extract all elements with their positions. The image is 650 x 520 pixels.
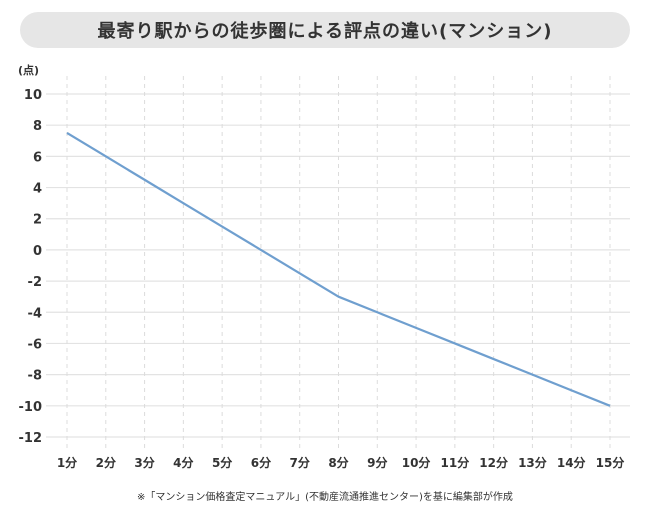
- x-tick-label: 7分: [290, 455, 310, 470]
- x-tick-label: 9分: [367, 455, 387, 470]
- x-tick-label: 3分: [134, 455, 154, 470]
- y-tick-label: -10: [19, 400, 43, 415]
- x-tick-label: 2分: [96, 455, 116, 470]
- y-tick-label: 4: [33, 182, 42, 197]
- y-tick-label: -6: [28, 337, 42, 352]
- series-line: [66, 132, 611, 407]
- y-axis-unit-label: (点): [18, 64, 40, 77]
- x-tick-label: 15分: [596, 455, 625, 470]
- x-tick-label: 8分: [328, 455, 348, 470]
- x-tick-label: 6分: [251, 455, 271, 470]
- x-tick-label: 1分: [57, 455, 77, 470]
- y-tick-label: 10: [24, 88, 42, 103]
- y-tick-label: -4: [28, 306, 42, 321]
- x-axis-ticks: 1分 2分 3分 4分 5分 6分 7分 8分 9分 10分 11分 12分 13分 14分 15分: [57, 455, 625, 470]
- x-tick-label: 14分: [557, 455, 586, 470]
- horizontal-gridlines: [46, 93, 630, 438]
- y-axis-ticks: 10 8 6 4 2 0 -2 -4 -6 -8 -10 -12: [19, 88, 43, 446]
- y-tick-label: 0: [33, 244, 42, 259]
- x-tick-label: 10分: [402, 455, 431, 470]
- y-tick-label: -8: [28, 369, 42, 384]
- x-tick-label: 13分: [518, 455, 547, 470]
- vertical-gridlines: [66, 76, 611, 450]
- y-tick-label: -12: [19, 431, 43, 446]
- y-tick-label: 2: [33, 213, 42, 228]
- x-tick-label: 12分: [479, 455, 508, 470]
- y-tick-label: 6: [33, 150, 42, 165]
- source-note: ※「マンション価格査定マニュアル」(不動産流通推進センター)を基に編集部が作成: [137, 492, 513, 503]
- line-chart: 10 8 6 4 2 0 -2 -4 -6 -8 -10 -12 1分 2分 3分 4分 5分 6分 7分 8分 9分…: [19, 76, 630, 470]
- chart-title: 最寄り駅からの徒歩圏による評点の違い(マンション): [20, 12, 630, 48]
- x-tick-label: 5分: [212, 455, 232, 470]
- y-tick-label: 8: [33, 119, 42, 134]
- x-tick-label: 4分: [173, 455, 193, 470]
- x-tick-label: 11分: [441, 455, 470, 470]
- y-tick-label: -2: [28, 275, 42, 290]
